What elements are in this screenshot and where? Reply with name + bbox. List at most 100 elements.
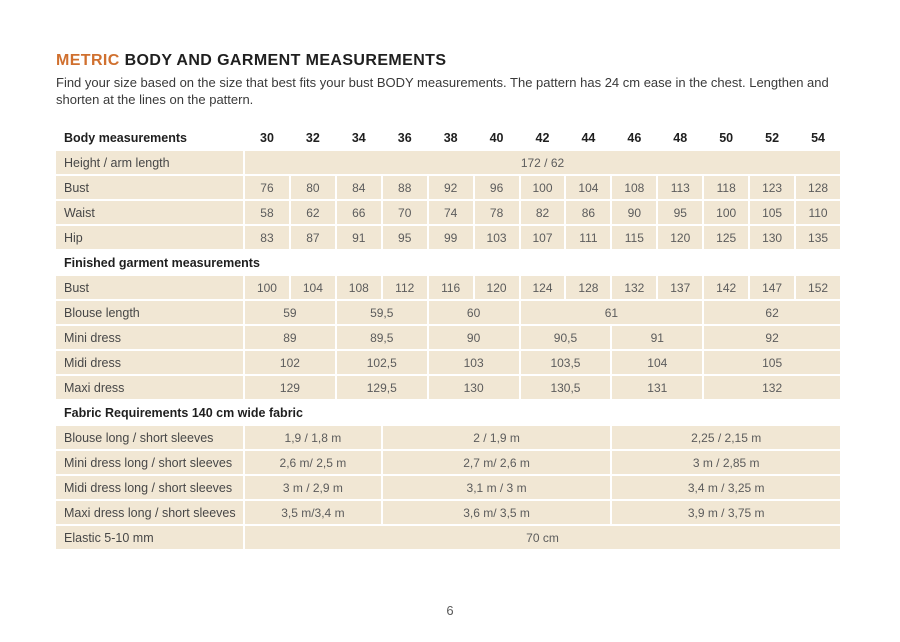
value-cell: 3,9 m / 3,75 m <box>612 501 840 524</box>
value-cell: 2 / 1,9 m <box>382 426 611 449</box>
size-header: 48 <box>658 126 703 149</box>
value-cell: 3 m / 2,85 m <box>612 451 840 474</box>
value-cell: 107 <box>520 226 565 249</box>
value-cell: 104 <box>290 276 335 299</box>
value-cell: 88 <box>382 176 427 199</box>
row-mini-dress: Mini dress 89 89,5 90 90,5 91 92 <box>56 326 840 349</box>
value-cell: 3,4 m / 3,25 m <box>612 476 840 499</box>
value-cell: 70 <box>382 201 427 224</box>
value-cell: 62 <box>704 301 840 324</box>
value-cell: 3 m / 2,9 m <box>245 476 381 499</box>
value-cell: 147 <box>750 276 795 299</box>
size-header: 38 <box>428 126 473 149</box>
row-label: Maxi dress <box>56 376 243 399</box>
value-cell: 78 <box>474 201 519 224</box>
value-cell: 102 <box>245 351 335 374</box>
row-midi-dress: Midi dress 102 102,5 103 103,5 104 105 <box>56 351 840 374</box>
value-cell: 90 <box>612 201 657 224</box>
value-cell: 130 <box>428 376 519 399</box>
value-cell: 90,5 <box>520 326 611 349</box>
row-fabric-mini: Mini dress long / short sleeves 2,6 m/ 2… <box>56 451 840 474</box>
size-header: 52 <box>750 126 795 149</box>
value-cell: 142 <box>704 276 749 299</box>
size-header: 30 <box>245 126 289 149</box>
row-label: Hip <box>56 226 243 249</box>
value-cell: 61 <box>520 301 703 324</box>
value-cell: 104 <box>566 176 611 199</box>
value-cell: 2,6 m/ 2,5 m <box>245 451 381 474</box>
row-fabric-blouse: Blouse long / short sleeves 1,9 / 1,8 m … <box>56 426 840 449</box>
value-cell: 135 <box>796 226 840 249</box>
value-cell: 120 <box>474 276 519 299</box>
value-cell: 103 <box>428 351 519 374</box>
size-header-row: Body measurements 30 32 34 36 38 40 42 4… <box>56 126 840 149</box>
value-cell: 66 <box>336 201 381 224</box>
value-cell: 2,7 m/ 2,6 m <box>382 451 611 474</box>
row-body-waist: Waist 58 62 66 70 74 78 82 86 90 95 100 … <box>56 201 840 224</box>
page-subtitle: Find your size based on the size that be… <box>56 75 829 107</box>
size-header: 54 <box>796 126 840 149</box>
value-cell: 3,6 m/ 3,5 m <box>382 501 611 524</box>
value-cell: 137 <box>658 276 703 299</box>
value-cell: 92 <box>428 176 473 199</box>
row-label: Blouse long / short sleeves <box>56 426 243 449</box>
body-measurements-header: Body measurements <box>56 126 243 149</box>
value-cell: 96 <box>474 176 519 199</box>
value-cell: 125 <box>704 226 749 249</box>
value-cell: 76 <box>245 176 289 199</box>
value-cell: 99 <box>428 226 473 249</box>
value-cell: 91 <box>336 226 381 249</box>
value-cell: 2,25 / 2,15 m <box>612 426 840 449</box>
row-elastic: Elastic 5-10 mm 70 cm <box>56 526 840 549</box>
value-cell: 59,5 <box>336 301 427 324</box>
row-label: Midi dress <box>56 351 243 374</box>
value-cell: 58 <box>245 201 289 224</box>
value-cell: 120 <box>658 226 703 249</box>
value-cell: 108 <box>336 276 381 299</box>
value-cell: 87 <box>290 226 335 249</box>
measurements-table: Body measurements 30 32 34 36 38 40 42 4… <box>54 124 842 551</box>
size-header: 50 <box>704 126 749 149</box>
row-fabric-maxi: Maxi dress long / short sleeves 3,5 m/3,… <box>56 501 840 524</box>
row-body-bust: Bust 76 80 84 88 92 96 100 104 108 113 1… <box>56 176 840 199</box>
value-cell: 102,5 <box>336 351 427 374</box>
value-cell: 128 <box>796 176 840 199</box>
section-row-fabric: Fabric Requirements 140 cm wide fabric <box>56 401 840 424</box>
value-cell: 172 / 62 <box>245 151 840 174</box>
value-cell: 129,5 <box>336 376 427 399</box>
value-cell: 104 <box>612 351 703 374</box>
value-cell: 105 <box>704 351 840 374</box>
row-height-arm-length: Height / arm length 172 / 62 <box>56 151 840 174</box>
value-cell: 123 <box>750 176 795 199</box>
value-cell: 103,5 <box>520 351 611 374</box>
value-cell: 59 <box>245 301 335 324</box>
value-cell: 108 <box>612 176 657 199</box>
value-cell: 91 <box>612 326 703 349</box>
row-label: Maxi dress long / short sleeves <box>56 501 243 524</box>
value-cell: 62 <box>290 201 335 224</box>
value-cell: 132 <box>612 276 657 299</box>
page-number: 6 <box>446 603 454 618</box>
value-cell: 111 <box>566 226 611 249</box>
value-cell: 80 <box>290 176 335 199</box>
value-cell: 70 cm <box>245 526 840 549</box>
row-label: Blouse length <box>56 301 243 324</box>
value-cell: 103 <box>474 226 519 249</box>
value-cell: 110 <box>796 201 840 224</box>
value-cell: 100 <box>704 201 749 224</box>
value-cell: 113 <box>658 176 703 199</box>
row-fabric-midi: Midi dress long / short sleeves 3 m / 2,… <box>56 476 840 499</box>
value-cell: 118 <box>704 176 749 199</box>
fabric-section-header: Fabric Requirements 140 cm wide fabric <box>56 401 840 424</box>
section-row-garment: Finished garment measurements <box>56 251 840 274</box>
value-cell: 3,5 m/3,4 m <box>245 501 381 524</box>
row-label: Waist <box>56 201 243 224</box>
value-cell: 89,5 <box>336 326 427 349</box>
title-text: BODY AND GARMENT MEASUREMENTS <box>119 52 447 69</box>
row-body-hip: Hip 83 87 91 95 99 103 107 111 115 120 1… <box>56 226 840 249</box>
value-cell: 128 <box>566 276 611 299</box>
page-title: METRIC BODY AND GARMENT MEASUREMENTS <box>56 52 446 70</box>
value-cell: 1,9 / 1,8 m <box>245 426 381 449</box>
value-cell: 89 <box>245 326 335 349</box>
